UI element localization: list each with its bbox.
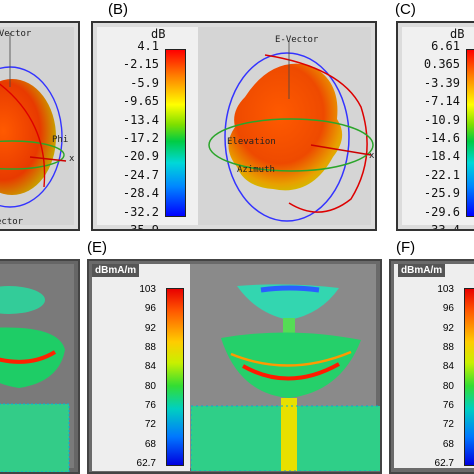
panel-c-frame: dB 6.61 0.365 -3.39 -7.14 -10.9 -14.6 -18.4 -22…: [396, 21, 474, 231]
panel-e-orange-arc: [230, 350, 352, 367]
panel-b-colorbar-tick-label: -2.15: [122, 57, 159, 72]
panel-a-pattern-body: [0, 79, 56, 195]
panel-e-colorbar-tick-label: 96: [144, 303, 156, 315]
panel-e-colorbar-tick-label: 62.7: [136, 458, 156, 469]
panel-b-red-ring: [264, 54, 368, 213]
panel-e-top-cap: [237, 284, 339, 320]
panel-e-top-cap-highlight: [260, 285, 320, 293]
panel-a-frame: E-Vector Phi x ector: [0, 21, 80, 231]
panel-b-colorbar-tick-label: -5.9: [130, 75, 159, 90]
panel-e-colorbar-unit: dBmA/m: [92, 264, 140, 277]
panel-b-pattern-body: [228, 63, 343, 191]
panel-b-green-ring: [208, 118, 374, 172]
panel-a-x-axis: [29, 156, 67, 162]
panel-b-x-label: x: [369, 151, 375, 161]
panel-e-colorbar-tick-label: 72: [144, 419, 156, 431]
panel-b-frame: dB 4.1 -2.15 -5.9 -9.65 -13.4 -17.2 -20.9 -24.7…: [91, 21, 377, 231]
panel-c-colorbar-tick-label: -3.39: [423, 75, 460, 90]
panel-f-colorbar-tick-label: 72: [442, 419, 454, 431]
panel-c-colorbar-tick-label: -18.4: [423, 149, 460, 164]
panel-e-colorbar-tick-label: 68: [144, 438, 156, 450]
panel-d-ground-noise: [0, 403, 70, 472]
panel-f-colorbar-unit: dBmA/m: [398, 264, 446, 277]
panel-b-colorbar-tick-label: -32.2: [122, 204, 159, 219]
panel-b-colorbar-tick-label: -9.65: [122, 94, 159, 109]
panel-b-plot-area: dB 4.1 -2.15 -5.9 -9.65 -13.4 -17.2 -20.9 -24.7…: [97, 27, 375, 229]
panel-f-colorbar-tick-label: 76: [442, 400, 454, 411]
panel-f-colorbar-tick-label: 103: [437, 284, 454, 295]
panel-b-colorbar-tick-label: -13.4: [122, 112, 159, 127]
panel-d-red-slot: [0, 350, 57, 364]
panel-e-label: (E): [87, 239, 107, 256]
panel-e-colorbar-tick-label: 84: [144, 361, 156, 373]
panel-c-colorbar-unit: dB: [450, 27, 465, 41]
panel-b-colorbar-tick-label: -20.9: [122, 149, 159, 164]
panel-f-colorbar-tick-label: 84: [442, 361, 454, 373]
panel-b-azimuth-label: Azimuth: [237, 165, 275, 175]
panel-c-label: (C): [395, 1, 416, 18]
panel-e-ground-noise: [191, 405, 380, 471]
panel-e-colorbar-tick-label: 76: [144, 400, 156, 411]
panel-e-colorbar-tick-label: 92: [144, 322, 156, 334]
panel-b-colorbar-tick-label: -35.9: [122, 223, 159, 231]
panel-f-label: (F): [396, 239, 416, 256]
panel-c-colorbar-tick-label: 6.61: [431, 39, 460, 53]
panel-d-plot-area: [0, 264, 74, 472]
panel-c-colorbar-tick-label: -7.14: [423, 94, 460, 109]
panel-e-surface-current: [191, 284, 380, 471]
panel-b-blue-ring: [224, 52, 350, 222]
panel-a-vector-label: ector: [0, 217, 24, 227]
panel-f-colorbar-tick-label: 68: [442, 438, 454, 450]
panel-e-feed-line: [281, 398, 297, 471]
panel-b-colorbar-tick-label: -24.7: [122, 167, 159, 182]
panel-b-colorbar-unit: dB: [151, 27, 166, 41]
panel-d-surface-current: [0, 286, 70, 472]
panel-b-x-axis: [310, 144, 372, 156]
panel-a-radiation-pattern: [0, 33, 67, 208]
panel-e-colorbar: [166, 288, 184, 466]
panel-b-e-vector-label: E-Vector: [275, 35, 319, 45]
panel-b-colorbar-tick-label: -28.4: [122, 186, 159, 201]
panel-e-colorbar-tick-label: 80: [144, 380, 156, 392]
panel-d-frame: [0, 259, 80, 474]
panel-f-colorbar-tick-label: 96: [442, 303, 454, 315]
panel-d-bowl: [0, 327, 65, 388]
panel-f-colorbar-tick-label: 80: [442, 380, 454, 392]
panel-b-colorbar-tick-label: -17.2: [122, 131, 159, 145]
panel-b-colorbar: [165, 49, 186, 217]
panel-c-colorbar-tick-label: -33.4: [423, 223, 460, 231]
panel-d-ground-plane: [0, 404, 69, 472]
panel-f-colorbar: [464, 288, 474, 466]
panel-e-colorbar-tick-label: 103: [139, 284, 156, 295]
panel-e-frame: dBmA/m 103 96 92 88 84 80 76 72 68 62.7: [87, 259, 382, 474]
panel-f-plot-area: dBmA/m 103 96 92 88 84 80 76 72 68 62.7: [394, 264, 474, 469]
panel-f-frame: dBmA/m 103 96 92 88 84 80 76 72 68 62.7: [389, 259, 474, 474]
panel-b-colorbar-tick-label: 4.1: [137, 39, 159, 53]
panel-b-radiation-pattern: [208, 41, 374, 222]
panel-e-red-slot: [242, 362, 340, 381]
panel-c-colorbar-tick-label: -10.9: [423, 112, 460, 127]
panel-c-colorbar-tick-label: -22.1: [423, 167, 460, 182]
panel-c-colorbar: [466, 49, 474, 217]
panel-f-colorbar-tick-label: 88: [442, 342, 454, 353]
panel-f-colorbar-tick-label: 62.7: [434, 458, 454, 469]
panel-e-colorbar-tick-label: 88: [144, 342, 156, 353]
panel-d-top-arc: [0, 286, 45, 314]
panel-a-red-ring: [0, 83, 46, 188]
panel-b-elevation-label: Elevation: [227, 137, 276, 147]
panel-a-x-label: x: [69, 154, 75, 164]
panel-c-colorbar-tick-label: -29.6: [423, 204, 460, 219]
panel-a-plot-area: E-Vector Phi x ector: [0, 27, 75, 227]
panel-c-plot-area: dB 6.61 0.365 -3.39 -7.14 -10.9 -14.6 -18.4 -22…: [402, 27, 474, 229]
panel-a-green-ring: [0, 140, 65, 170]
panel-b-label: (B): [108, 1, 128, 18]
panel-a-phi-label: Phi: [52, 135, 69, 145]
panel-c-colorbar-tick-label: -14.6: [423, 131, 460, 145]
panel-c-colorbar-tick-label: -25.9: [423, 186, 460, 201]
panel-f-colorbar-tick-label: 92: [442, 322, 454, 334]
panel-a-e-vector-label: E-Vector: [0, 29, 32, 39]
panel-c-colorbar-tick-label: 0.365: [423, 57, 460, 72]
panel-e-plot-area: dBmA/m 103 96 92 88 84 80 76 72 68 62.7: [92, 264, 380, 471]
